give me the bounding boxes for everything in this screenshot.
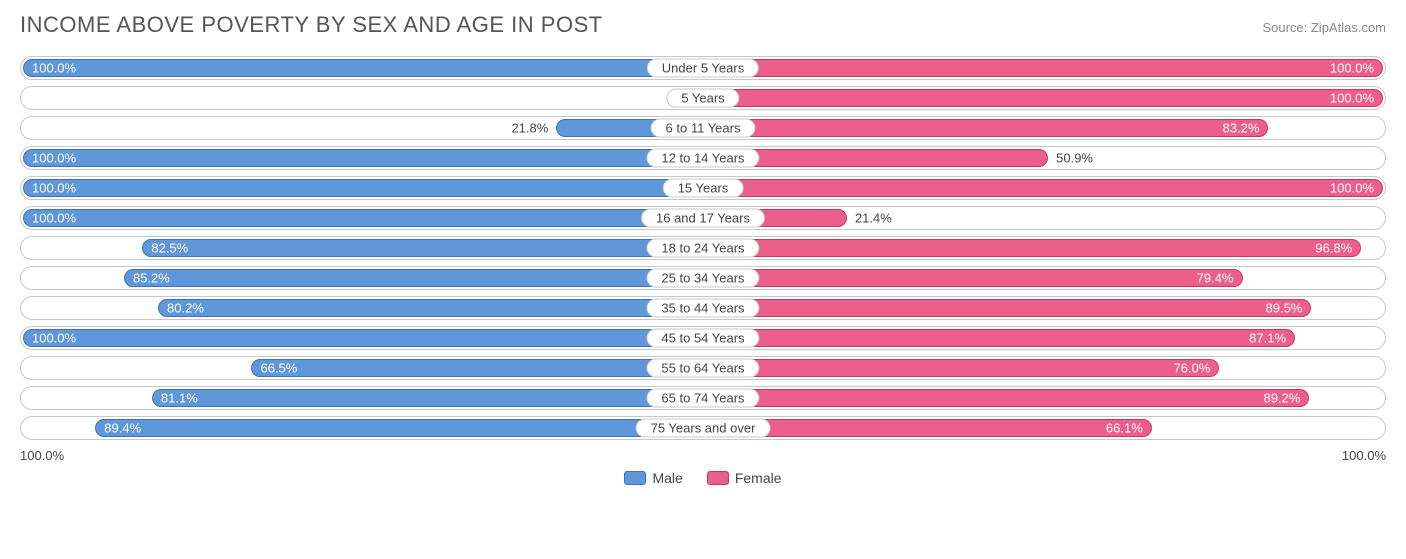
legend: Male Female [20,470,1386,486]
male-bar: 100.0% [23,179,703,197]
female-bar: 89.2% [703,389,1309,407]
chart-row: 100.0% 100.0% 15 Years [20,176,1386,200]
diverging-bar-chart: 100.0%100.0%Under 5 Years0.0%100.0%5 Yea… [20,56,1386,440]
axis-tick-left: 100.0% [20,448,64,463]
chart-row: 81.1% 89.2% 65 to 74 Years [20,386,1386,410]
male-bar: 100.0% [23,329,703,347]
male-bar: 80.2% [158,299,703,317]
male-bar: 85.2% [124,269,703,287]
legend-swatch-female [707,471,729,485]
category-label: 25 to 34 Years [646,269,759,288]
female-bar: 89.5% [703,299,1311,317]
male-value-label: 81.1% [161,391,198,406]
chart-row: 100.0% 87.1% 45 to 54 Years [20,326,1386,350]
category-label: 75 Years and over [636,419,771,438]
legend-label-male: Male [652,470,682,486]
category-label: 35 to 44 Years [646,299,759,318]
female-value-label: 87.1% [1249,331,1286,346]
female-bar: 87.1% [703,329,1295,347]
male-value-label: 80.2% [167,301,204,316]
male-value-label: 82.5% [151,241,188,256]
category-label: 12 to 14 Years [646,149,759,168]
chart-row: 21.8% 83.2% 6 to 11 Years [20,116,1386,140]
female-value-label: 83.2% [1223,121,1260,136]
female-value-label: 76.0% [1173,361,1210,376]
chart-row: 100.0% 100.0% Under 5 Years [20,56,1386,80]
female-value-label: 66.1% [1106,421,1143,436]
female-value-label: 100.0% [1330,91,1374,106]
legend-label-female: Female [735,470,782,486]
chart-title: INCOME ABOVE POVERTY BY SEX AND AGE IN P… [20,12,603,38]
male-value-label: 66.5% [260,361,297,376]
chart-row: 85.2% 79.4% 25 to 34 Years [20,266,1386,290]
chart-row: 80.2% 89.5% 35 to 44 Years [20,296,1386,320]
female-bar: 79.4% [703,269,1243,287]
female-value-label: 96.8% [1315,241,1352,256]
female-value-label: 89.5% [1266,301,1303,316]
x-axis: 100.0% 100.0% [20,448,1386,466]
female-bar: 100.0% [703,59,1383,77]
chart-header: INCOME ABOVE POVERTY BY SEX AND AGE IN P… [20,12,1386,38]
male-value-label: 100.0% [32,61,76,76]
chart-source: Source: ZipAtlas.com [1262,20,1386,35]
female-value-label: 50.9% [1056,151,1093,166]
female-bar: 100.0% [703,89,1383,107]
chart-row: 82.5% 96.8% 18 to 24 Years [20,236,1386,260]
female-value-label: 100.0% [1330,181,1374,196]
male-value-label: 100.0% [32,151,76,166]
female-value-label: 21.4% [855,211,892,226]
female-bar: 100.0% [703,179,1383,197]
category-label: 55 to 64 Years [646,359,759,378]
female-value-label: 89.2% [1263,391,1300,406]
male-bar: 100.0% [23,209,703,227]
category-label: 45 to 54 Years [646,329,759,348]
female-value-label: 79.4% [1197,271,1234,286]
category-label: 16 and 17 Years [641,209,765,228]
female-bar: 96.8% [703,239,1361,257]
chart-row: 100.0% 50.9% 12 to 14 Years [20,146,1386,170]
male-bar: 100.0% [23,59,703,77]
female-bar: 83.2% [703,119,1268,137]
category-label: 5 Years [666,89,739,108]
male-value-label: 100.0% [32,211,76,226]
legend-item-male: Male [624,470,682,486]
chart-row: 89.4% 66.1% 75 Years and over [20,416,1386,440]
chart-row: 66.5% 76.0% 55 to 64 Years [20,356,1386,380]
category-label: 65 to 74 Years [646,389,759,408]
category-label: 15 Years [663,179,744,198]
chart-row: 0.0%100.0%5 Years [20,86,1386,110]
axis-tick-right: 100.0% [1342,448,1386,463]
male-bar: 66.5% [251,359,703,377]
category-label: Under 5 Years [647,59,759,78]
male-bar: 100.0% [23,149,703,167]
legend-item-female: Female [707,470,782,486]
male-bar: 82.5% [142,239,703,257]
chart-row: 100.0% 21.4% 16 and 17 Years [20,206,1386,230]
male-bar: 89.4% [95,419,703,437]
female-bar: 76.0% [703,359,1219,377]
male-value-label: 21.8% [511,121,548,136]
category-label: 6 to 11 Years [651,119,756,138]
male-value-label: 100.0% [32,331,76,346]
male-bar: 81.1% [152,389,703,407]
male-value-label: 89.4% [104,421,141,436]
category-label: 18 to 24 Years [646,239,759,258]
female-value-label: 100.0% [1330,61,1374,76]
male-value-label: 85.2% [133,271,170,286]
male-value-label: 100.0% [32,181,76,196]
legend-swatch-male [624,471,646,485]
